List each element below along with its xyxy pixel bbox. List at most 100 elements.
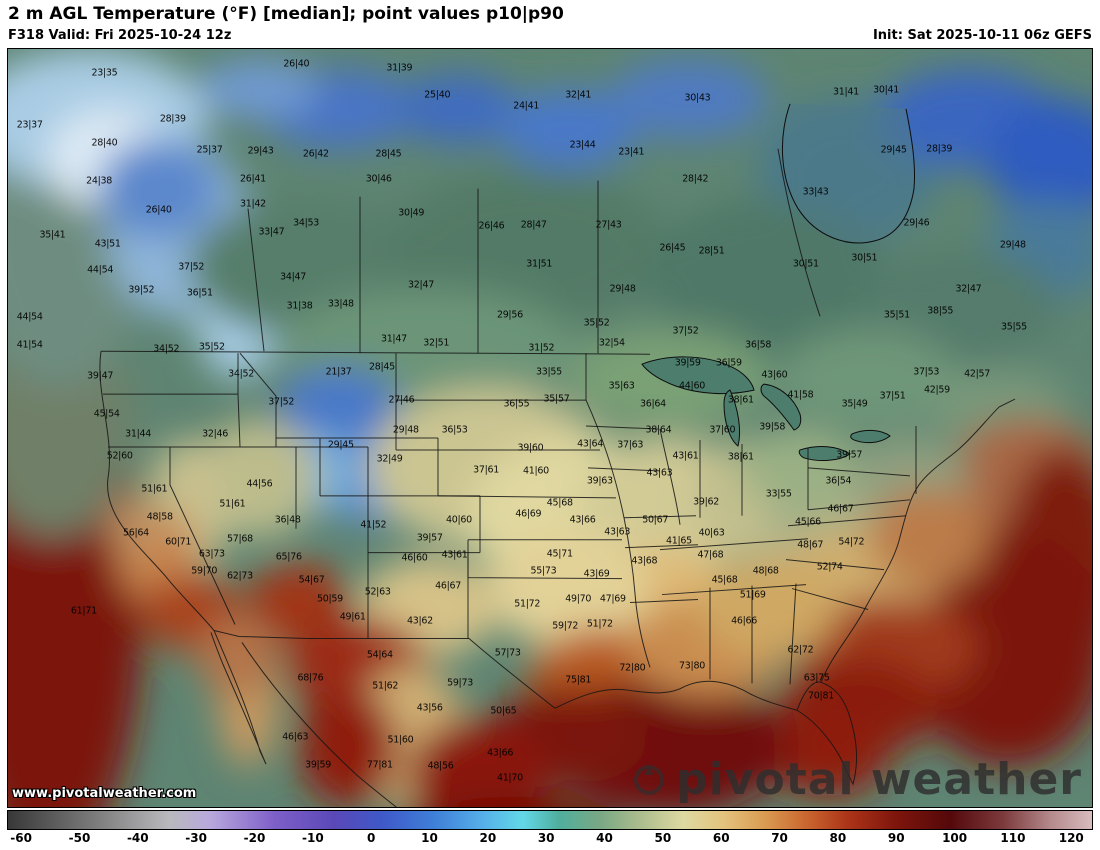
point-value: 52|63 [364,586,391,598]
colorbar-tick-label: 70 [771,831,788,845]
point-value: 37|52 [672,325,699,337]
point-value: 45|68 [546,497,573,509]
point-value: 32|54 [598,337,625,349]
pivotalweather-logo-icon [634,764,665,795]
point-value: 32|41 [565,89,592,101]
point-value: 26|46 [478,220,505,232]
colorbar-tick-label: -60 [10,831,32,845]
colorbar-tick-label: 110 [1000,831,1026,845]
point-value: 31|42 [240,198,266,210]
website-url: www.pivotalweather.com [12,786,197,801]
point-value: 45|54 [93,408,120,420]
point-value: 31|51 [526,258,553,269]
point-value: 39|58 [759,421,786,433]
point-value: 43|56 [416,702,443,714]
point-value: 49|70 [565,593,592,605]
temperature-shading [8,49,1092,807]
point-value: 43|69 [583,568,610,580]
point-value: 36|58 [745,339,772,351]
point-value: 43|68 [631,555,658,567]
point-value: 30|46 [365,173,392,185]
point-value: 46|67 [827,503,854,515]
point-value: 38|61 [727,451,754,463]
temperature-map: 23|35 26|40 31|39 25|40 24|41 32|41 30|43 31|41… [7,48,1093,808]
colorbar: -60 -50 -40 -30 -20 -10 0 10 20 30 40 50 60 70 80 90 100… [7,810,1093,846]
point-value: 44|60 [679,380,705,392]
point-value: 42|57 [964,368,991,380]
point-value: 25|40 [424,89,451,101]
point-value: 39|59 [674,357,701,369]
point-value: 43|63 [604,526,631,538]
point-value: 26|40 [145,204,172,216]
point-value: 32|46 [202,428,228,440]
point-value: 28|45 [369,361,395,373]
point-value: 37|52 [268,396,295,408]
point-value: 40|63 [698,527,725,539]
point-value: 35|63 [608,380,635,392]
point-value: 30|41 [873,84,899,96]
point-value: 39|62 [693,496,720,508]
point-value: 52|74 [816,561,843,573]
point-value: 47|68 [697,549,724,561]
colorbar-gradient [7,810,1093,830]
point-value: 70|81 [808,690,834,702]
point-value: 23|35 [91,67,118,79]
point-value: 39|59 [305,759,331,771]
point-value: 50|67 [642,514,669,526]
point-value: 32|51 [423,337,450,349]
point-value: 75|81 [565,674,592,686]
point-value: 46|66 [731,615,757,627]
point-value: 36|51 [186,287,213,299]
point-value: 39|47 [87,370,114,382]
point-value: 33|43 [802,186,829,198]
point-value: 33|47 [258,226,285,238]
page-title: 2 m AGL Temperature (°F) [median]; point… [8,4,564,24]
point-value: 27|43 [595,219,622,231]
point-value: 29|46 [903,217,930,229]
point-value: 30|49 [398,207,425,219]
point-value: 60|71 [165,536,192,548]
point-value: 39|57 [836,449,863,461]
colorbar-tick-label: -30 [185,831,207,845]
point-value: 31|41 [832,86,859,98]
point-value: 44|54 [16,311,43,323]
point-value: 36|64 [640,398,666,410]
colorbar-tick-label: 90 [887,831,905,845]
point-value: 72|80 [619,662,646,674]
point-value: 51|72 [514,598,541,610]
point-value: 51|61 [219,498,246,510]
watermark-text: pivotal weather [676,754,1082,805]
point-value: 59|70 [191,565,218,576]
point-value: 39|57 [416,532,443,544]
point-value: 29|56 [496,309,523,321]
point-value: 29|48 [392,424,419,436]
colorbar-ticks: -60 -50 -40 -30 -20 -10 0 10 20 30 40 50 60 70 80 90 100… [7,830,1093,846]
point-value: 37|60 [709,424,736,436]
colorbar-tick-label: 120 [1058,831,1084,845]
point-value: 48|56 [427,760,454,772]
point-value: 50|59 [316,593,343,605]
point-value: 61|71 [70,605,97,617]
point-value: 51|61 [141,483,168,495]
point-value: 36|48 [274,514,301,526]
point-value: 46|69 [515,508,542,520]
point-value: 28|51 [698,245,725,257]
point-value: 26|42 [302,148,329,160]
point-value: 57|73 [494,647,521,659]
point-value: 43|60 [761,369,788,381]
point-value: 29|48 [999,239,1026,251]
point-value: 73|80 [679,660,705,672]
point-value: 28|45 [375,148,402,160]
point-value: 41|52 [360,519,387,531]
point-value: 35|52 [583,317,610,329]
point-value: 38|64 [645,424,672,436]
point-value: 31|52 [528,342,555,354]
colorbar-tick-label: 20 [479,831,497,845]
point-value: 35|51 [883,309,910,321]
point-value: 36|55 [503,398,530,410]
point-value: 37|53 [913,366,940,378]
point-value: 51|69 [739,589,766,601]
point-value: 34|52 [228,368,254,380]
point-value: 44|56 [246,478,273,490]
point-value: 62|73 [227,570,253,582]
